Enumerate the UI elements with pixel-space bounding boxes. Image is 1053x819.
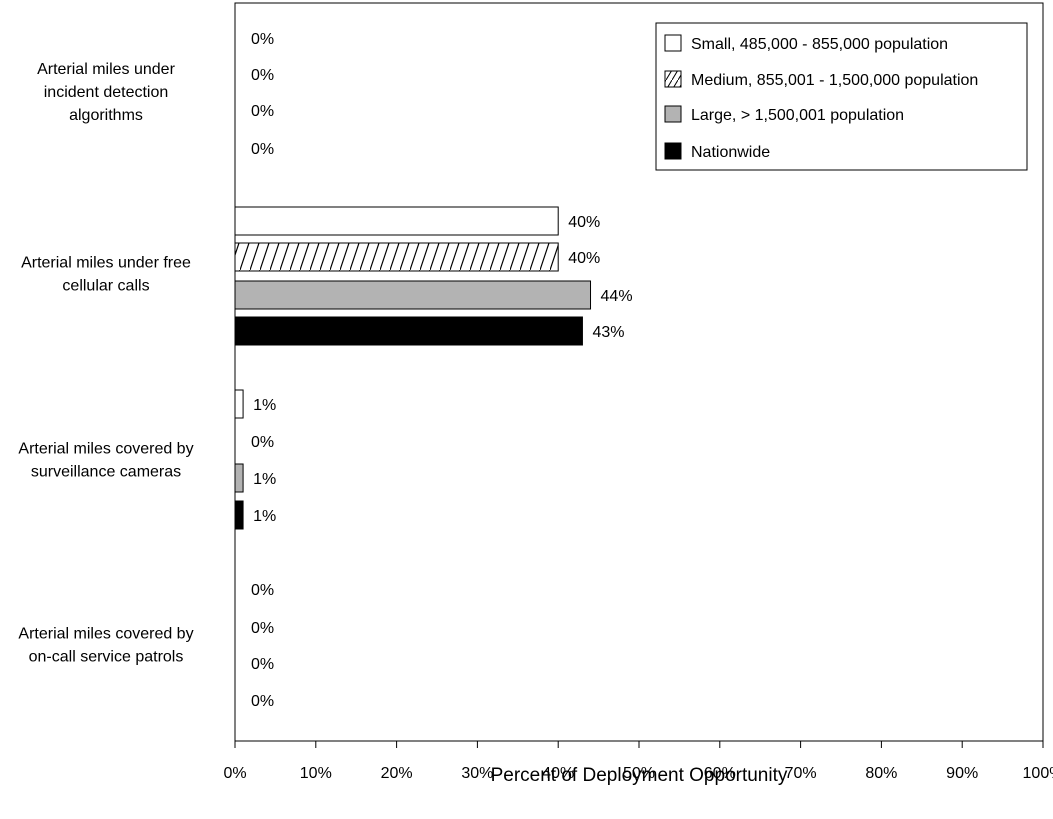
legend-entry: Nationwide bbox=[691, 144, 770, 161]
data-label: 43% bbox=[592, 324, 624, 341]
data-label: 0% bbox=[251, 31, 274, 48]
category-label: incident detection bbox=[44, 84, 169, 101]
data-label: 0% bbox=[251, 67, 274, 84]
x-tick-label: 10% bbox=[300, 765, 332, 782]
x-tick-label: 30% bbox=[461, 765, 493, 782]
x-tick-label: 0% bbox=[223, 765, 246, 782]
x-axis: 0% 10% 20% 30% 40% 50% 60% 70% 80% 90% 100% bbox=[223, 741, 1053, 782]
legend-entry: Small, 485,000 - 855,000 population bbox=[691, 36, 948, 53]
category-labels: Arterial miles under incident detection al… bbox=[18, 61, 193, 666]
data-label: 40% bbox=[568, 250, 600, 267]
legend-entry: Medium, 855,001 - 1,500,000 population bbox=[691, 72, 978, 89]
data-label: 44% bbox=[601, 288, 633, 305]
data-label: 1% bbox=[253, 508, 276, 525]
x-tick-label: 100% bbox=[1023, 765, 1053, 782]
legend-swatch bbox=[664, 34, 682, 52]
data-label: 40% bbox=[568, 214, 600, 231]
data-label: 0% bbox=[251, 434, 274, 451]
data-label: 0% bbox=[251, 103, 274, 120]
legend-swatch bbox=[664, 70, 682, 88]
x-tick-label: 50% bbox=[623, 765, 655, 782]
legend-box bbox=[655, 22, 1028, 171]
legend-swatch bbox=[664, 142, 682, 160]
category-label: cellular calls bbox=[62, 278, 149, 295]
category-label: on-call service patrols bbox=[29, 649, 184, 666]
x-tick-label: 20% bbox=[381, 765, 413, 782]
category-label: surveillance cameras bbox=[31, 464, 181, 481]
category-label: algorithms bbox=[69, 107, 143, 124]
category-label: Arterial miles covered by bbox=[18, 626, 193, 643]
bar bbox=[234, 463, 244, 493]
data-label: 0% bbox=[251, 620, 274, 637]
data-label: 0% bbox=[251, 582, 274, 599]
data-label: 0% bbox=[251, 141, 274, 158]
legend: Small, 485,000 - 855,000 population Mediu… bbox=[655, 22, 1028, 171]
category-label: Arterial miles covered by bbox=[18, 441, 193, 458]
data-label: 0% bbox=[251, 693, 274, 710]
bar bbox=[234, 389, 244, 419]
x-tick-label: 80% bbox=[865, 765, 897, 782]
x-tick-label: 40% bbox=[542, 765, 574, 782]
data-label: 0% bbox=[251, 656, 274, 673]
bar bbox=[234, 242, 559, 272]
bar bbox=[234, 280, 592, 310]
legend-swatch bbox=[664, 105, 682, 123]
bar bbox=[234, 206, 559, 236]
x-tick-label: 90% bbox=[946, 765, 978, 782]
x-tick-label: 60% bbox=[704, 765, 736, 782]
category-label: Arterial miles under bbox=[37, 61, 176, 78]
data-label: 1% bbox=[253, 397, 276, 414]
x-tick-label: 70% bbox=[785, 765, 817, 782]
bar bbox=[234, 316, 583, 346]
value-labels: 0% 40% 1% 0% 0% 40% 0% 0% 0% 44% 1% 0% 0% 43% 1% 0% bbox=[251, 31, 633, 710]
data-label: 1% bbox=[253, 471, 276, 488]
bars bbox=[234, 206, 592, 530]
x-axis-title: Percent of Deployment Opportunity bbox=[491, 765, 788, 786]
bar bbox=[234, 500, 244, 530]
category-label: Arterial miles under free bbox=[21, 255, 191, 272]
legend-entry: Large, > 1,500,001 population bbox=[691, 107, 904, 124]
